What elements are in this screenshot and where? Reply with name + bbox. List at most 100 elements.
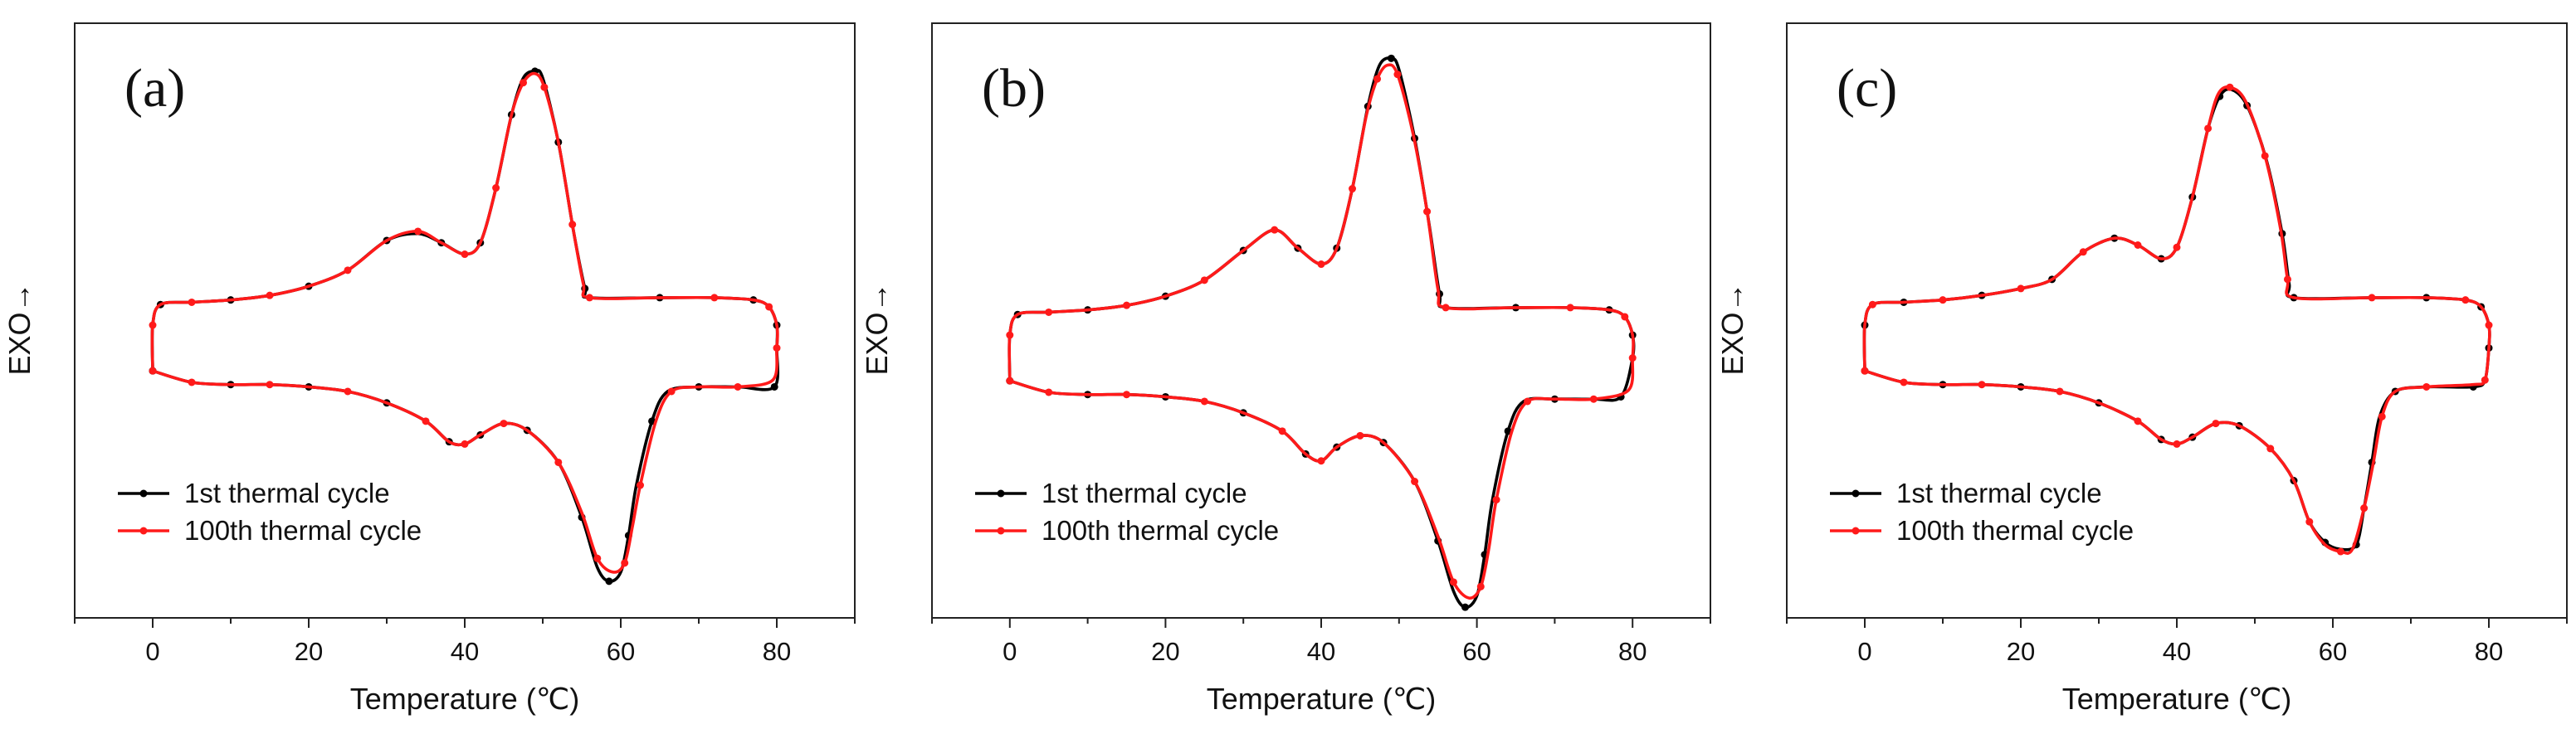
series-marker [2481, 376, 2489, 384]
series-marker [2261, 152, 2269, 160]
series-marker [344, 266, 352, 275]
series-marker [1045, 388, 1053, 396]
series-marker [554, 458, 563, 466]
x-tick-label: 40 [451, 637, 479, 666]
legend-marker [139, 527, 148, 535]
x-tick-label: 20 [2007, 637, 2035, 666]
series-marker [1492, 496, 1500, 504]
legend-label: 100th thermal cycle [1042, 515, 1279, 546]
series-marker [2368, 294, 2376, 302]
series-marker [2173, 243, 2181, 251]
series-marker [2360, 504, 2369, 513]
legend-marker [1852, 527, 1860, 535]
series-marker [188, 378, 196, 386]
legend-label: 1st thermal cycle [184, 478, 390, 508]
series-marker [1006, 331, 1014, 339]
series-marker [1123, 391, 1130, 399]
series-marker [500, 420, 508, 428]
x-tick-label: 0 [145, 637, 159, 666]
series-marker [585, 294, 593, 302]
series-marker [149, 367, 157, 375]
series-marker [1278, 427, 1286, 435]
series-marker [1387, 54, 1395, 62]
series-marker [1423, 207, 1432, 216]
series-marker [1317, 457, 1325, 465]
panel-label: (a) [124, 58, 185, 119]
series-marker [414, 227, 422, 236]
series-marker [2283, 275, 2291, 284]
series-marker [149, 321, 157, 329]
series-marker [1900, 378, 1908, 386]
series-marker [1978, 381, 1986, 389]
series-marker [1373, 75, 1382, 83]
x-axis-title: Temperature (℃) [2062, 682, 2292, 716]
legend-label: 100th thermal cycle [184, 515, 422, 546]
legend-label: 100th thermal cycle [1896, 515, 2134, 546]
series-hundredth-cycle [1861, 83, 2493, 556]
panel-label: (b) [982, 58, 1046, 119]
chart-panel-2: 0 20 40 60 80 Temperature (℃) EXO→ (b) 1st therm… [860, 22, 1711, 716]
series-marker [605, 577, 613, 586]
legend-marker [997, 489, 1005, 498]
x-tick-label: 40 [1307, 637, 1335, 666]
series-marker [1317, 260, 1325, 269]
series-marker [2336, 547, 2344, 556]
series-marker [1349, 185, 1357, 193]
x-tick-label: 20 [1151, 637, 1179, 666]
legend-marker [139, 489, 148, 498]
series-marker [1589, 395, 1598, 403]
x-tick-label: 60 [2319, 637, 2347, 666]
x-axis-title: Temperature (℃) [1207, 682, 1437, 716]
panel-label: (c) [1837, 58, 1897, 119]
series-marker [734, 382, 742, 391]
x-tick-label: 80 [1618, 637, 1647, 666]
series-marker [710, 294, 719, 302]
series-marker [2422, 382, 2431, 391]
y-axis-title: EXO→ [860, 282, 894, 375]
series-marker [1461, 603, 1470, 611]
series-marker [1045, 308, 1053, 316]
series-marker [765, 303, 773, 311]
series-marker [461, 440, 469, 448]
series-marker [1524, 397, 1532, 406]
series-hundredth-cycle [1006, 63, 1637, 600]
series-marker [1200, 276, 1208, 284]
series-marker [1628, 354, 1637, 362]
series-marker [1449, 578, 1457, 586]
series-marker [1939, 296, 1947, 304]
series-marker [1566, 304, 1574, 312]
y-axis-title: EXO→ [1715, 282, 1749, 375]
x-tick-label: 0 [1857, 637, 1871, 666]
series-marker [1861, 367, 1869, 375]
x-tick-label: 60 [607, 637, 635, 666]
series-marker [621, 559, 629, 567]
legend-marker [1852, 489, 1860, 498]
series-marker [2056, 387, 2064, 396]
series-marker [593, 554, 602, 562]
x-axis-title: Temperature (℃) [350, 682, 580, 716]
series-marker [461, 250, 469, 259]
series-marker [520, 79, 527, 87]
series-marker [2461, 296, 2470, 304]
y-axis-title: EXO→ [2, 282, 37, 375]
legend-label: 1st thermal cycle [1042, 478, 1247, 508]
series-marker [2017, 284, 2025, 293]
series-marker [1356, 431, 1364, 440]
series-marker [2079, 248, 2087, 256]
x-tick-label: 40 [2163, 637, 2191, 666]
series-marker [1868, 300, 1876, 309]
x-tick-label: 0 [1003, 637, 1017, 666]
series-marker [188, 298, 196, 306]
series-marker [2378, 412, 2386, 420]
series-marker [492, 184, 500, 192]
legend-marker [997, 527, 1005, 535]
series-marker [667, 387, 676, 396]
series-marker [1271, 226, 1279, 234]
series-marker [770, 382, 778, 391]
series-marker [422, 417, 430, 425]
series-marker [637, 481, 644, 489]
series-marker [1200, 397, 1208, 406]
series-marker [266, 381, 274, 389]
series-marker [2134, 417, 2142, 425]
